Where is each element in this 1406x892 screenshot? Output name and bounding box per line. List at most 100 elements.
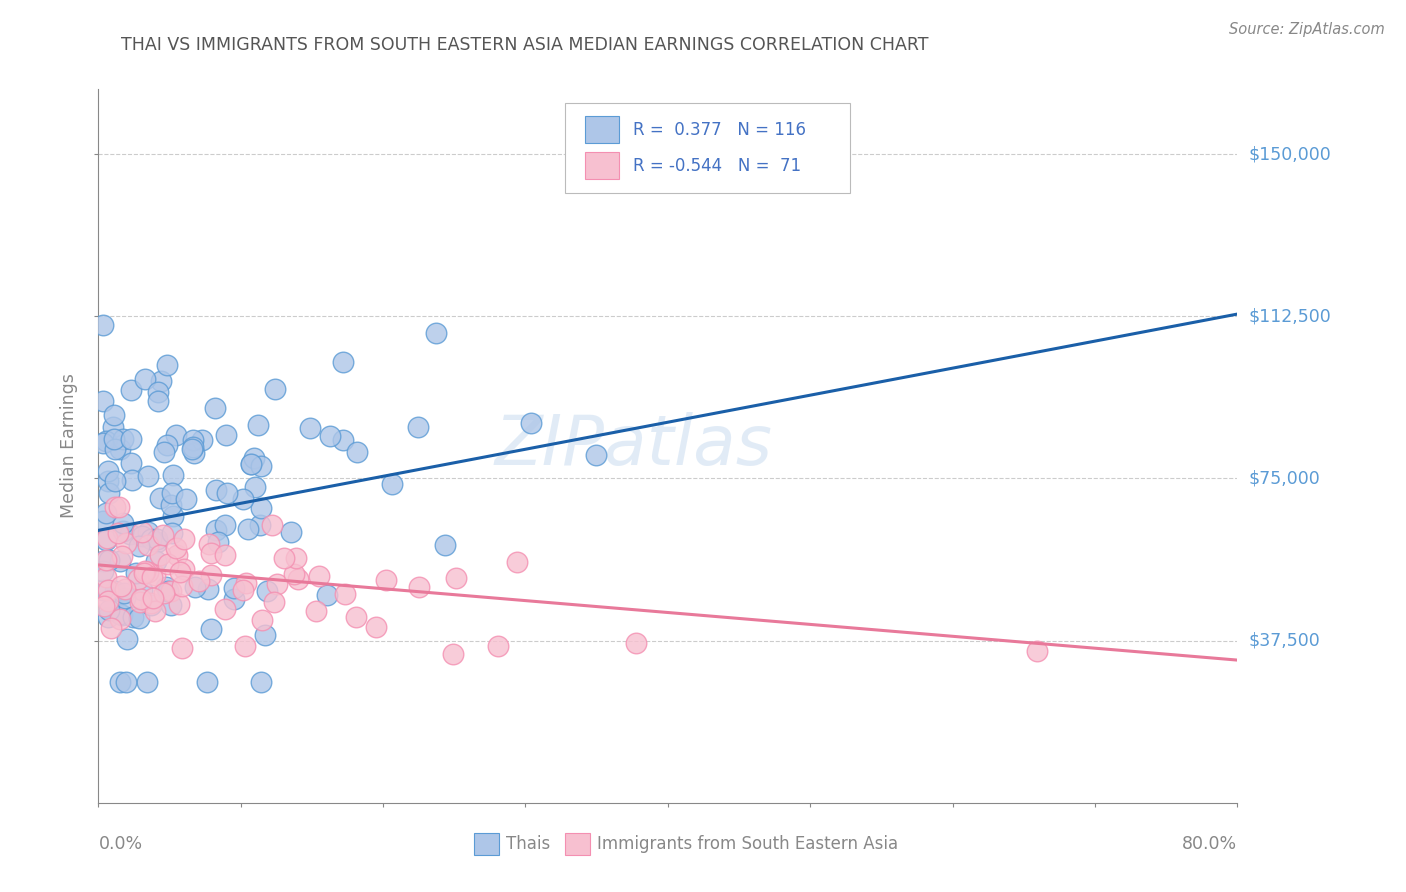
Point bbox=[224, 581, 246, 595]
Point bbox=[624, 636, 647, 650]
Point bbox=[183, 446, 205, 460]
Point bbox=[243, 480, 266, 494]
Text: ZIPatlas: ZIPatlas bbox=[495, 412, 773, 480]
Point bbox=[115, 632, 138, 646]
Point bbox=[91, 582, 114, 597]
Point bbox=[91, 515, 114, 529]
Point bbox=[97, 603, 120, 617]
Point bbox=[143, 568, 166, 582]
Point bbox=[94, 506, 117, 520]
Text: THAI VS IMMIGRANTS FROM SOUTH EASTERN ASIA MEDIAN EARNINGS CORRELATION CHART: THAI VS IMMIGRANTS FROM SOUTH EASTERN AS… bbox=[121, 36, 929, 54]
Point bbox=[160, 525, 183, 540]
Point bbox=[96, 610, 118, 624]
Point bbox=[1026, 644, 1049, 658]
Point bbox=[585, 448, 607, 462]
Point bbox=[332, 355, 354, 369]
Point bbox=[162, 467, 184, 482]
Point bbox=[134, 372, 156, 386]
Point bbox=[200, 623, 222, 637]
Point bbox=[181, 442, 204, 456]
Point bbox=[214, 602, 236, 616]
Point bbox=[232, 583, 254, 598]
Point bbox=[375, 573, 398, 587]
Point bbox=[128, 539, 150, 553]
Point bbox=[107, 526, 129, 541]
Point bbox=[283, 567, 305, 582]
Point bbox=[121, 474, 143, 488]
Point bbox=[104, 583, 127, 598]
Point bbox=[254, 628, 277, 642]
Point bbox=[150, 374, 173, 388]
Text: $150,000: $150,000 bbox=[1249, 145, 1331, 163]
Point bbox=[160, 486, 183, 500]
Point bbox=[97, 583, 120, 598]
Point bbox=[97, 593, 120, 607]
Point bbox=[166, 541, 188, 556]
Point bbox=[114, 582, 136, 597]
Point bbox=[120, 383, 142, 397]
Point bbox=[381, 477, 404, 491]
Point bbox=[103, 442, 125, 456]
Point bbox=[204, 483, 226, 497]
Point bbox=[94, 570, 117, 584]
Point bbox=[364, 620, 387, 634]
Point bbox=[287, 572, 309, 586]
Point bbox=[188, 574, 211, 588]
Point bbox=[120, 432, 142, 446]
Point bbox=[136, 674, 159, 689]
Point bbox=[165, 428, 187, 442]
Point bbox=[91, 394, 114, 409]
Point bbox=[207, 535, 229, 549]
FancyBboxPatch shape bbox=[585, 152, 619, 179]
Point bbox=[446, 571, 468, 585]
Point bbox=[160, 599, 183, 613]
Point bbox=[205, 523, 228, 537]
Point bbox=[214, 428, 236, 442]
Point bbox=[129, 591, 152, 606]
Point bbox=[111, 516, 134, 530]
Point bbox=[162, 509, 184, 524]
Y-axis label: Median Earnings: Median Earnings bbox=[60, 374, 79, 518]
Point bbox=[332, 433, 354, 447]
Point bbox=[97, 464, 120, 478]
Point bbox=[173, 562, 195, 576]
Point bbox=[240, 457, 263, 471]
Point bbox=[200, 546, 222, 560]
Point bbox=[486, 639, 509, 653]
Point bbox=[100, 621, 122, 635]
Point bbox=[120, 456, 142, 470]
Point bbox=[249, 500, 271, 515]
Point bbox=[285, 551, 308, 566]
Point bbox=[94, 533, 117, 547]
Point bbox=[127, 572, 149, 586]
Point bbox=[232, 491, 254, 506]
Point bbox=[146, 532, 169, 546]
Text: Immigrants from South Eastern Asia: Immigrants from South Eastern Asia bbox=[598, 835, 898, 853]
Point bbox=[93, 599, 115, 614]
Point bbox=[160, 584, 183, 599]
Point bbox=[149, 491, 172, 506]
Point bbox=[114, 591, 136, 605]
Point bbox=[114, 674, 136, 689]
Point bbox=[112, 524, 135, 538]
Point bbox=[94, 553, 117, 567]
Point bbox=[94, 434, 117, 448]
Text: $112,500: $112,500 bbox=[1249, 307, 1331, 326]
Point bbox=[305, 603, 328, 617]
Point bbox=[125, 566, 148, 581]
Point bbox=[134, 564, 156, 578]
Point bbox=[506, 555, 529, 569]
Point bbox=[316, 588, 339, 602]
Point bbox=[152, 586, 174, 600]
Point bbox=[148, 384, 170, 399]
Text: $75,000: $75,000 bbox=[1249, 469, 1320, 487]
Point bbox=[195, 674, 218, 689]
Point bbox=[406, 420, 429, 434]
Point bbox=[299, 421, 322, 435]
Point bbox=[235, 576, 257, 591]
Point bbox=[156, 437, 179, 451]
Point bbox=[156, 358, 179, 372]
Point bbox=[333, 587, 356, 601]
Point bbox=[139, 532, 162, 546]
Point bbox=[214, 517, 236, 532]
